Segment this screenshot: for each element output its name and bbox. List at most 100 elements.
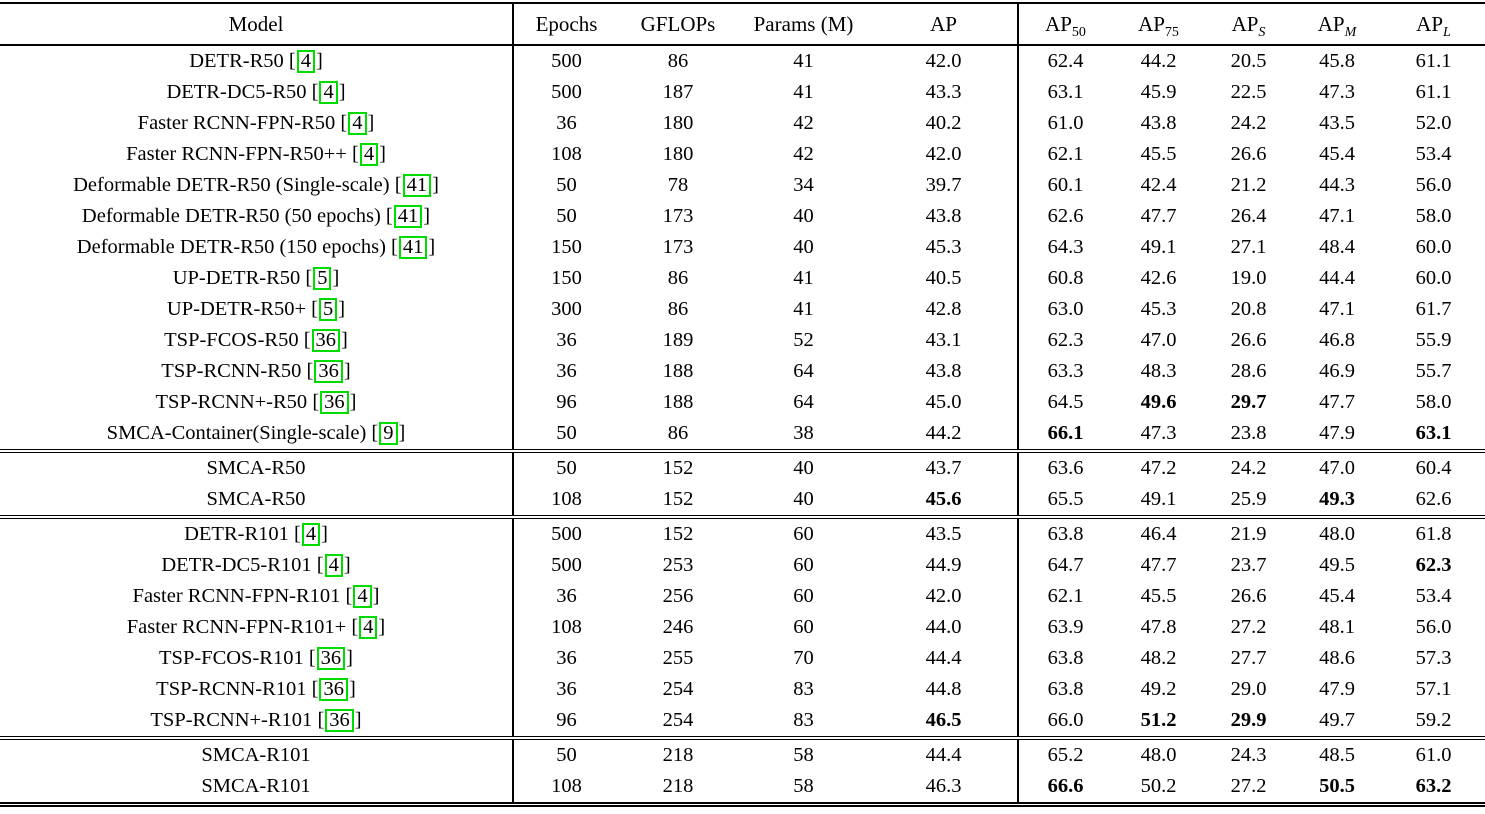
cell-apl: 60.4 (1415, 457, 1452, 479)
citation-link[interactable]: 5 (313, 267, 332, 290)
model-name: TSP-RCNN-R50 (161, 360, 302, 382)
citation-link[interactable]: 36 (320, 391, 349, 414)
cell-gflops: 86 (667, 422, 689, 444)
citation-link[interactable]: 36 (325, 709, 354, 732)
cell-epochs: 36 (556, 112, 577, 134)
citation-link[interactable]: 4 (296, 50, 315, 73)
model-name: Faster RCNN-FPN-R50 (137, 112, 336, 134)
cell-apl: 61.1 (1415, 50, 1452, 72)
cell-ap75: 45.5 (1140, 585, 1177, 607)
cell-gflops: 246 (662, 616, 694, 638)
citation-link[interactable]: 36 (316, 647, 346, 670)
cell-params: 38 (793, 422, 814, 444)
cell-aps: 24.2 (1230, 457, 1267, 479)
cell-apm: 48.4 (1319, 236, 1355, 258)
table-row: Faster RCNN-FPN-R101 [4] 36 256 60 42.0 62.1 4… (0, 581, 1485, 612)
citation-link[interactable]: 41 (402, 174, 432, 197)
cell-apl: 56.0 (1415, 616, 1452, 638)
table-row: Faster RCNN-FPN-R50 [4] 36 180 42 40.2 61.0 43… (0, 108, 1485, 139)
cell-ap75: 47.7 (1140, 554, 1177, 576)
cell-ap75: 47.7 (1140, 205, 1177, 227)
citation-link[interactable]: 4 (353, 585, 372, 608)
cell-apl: 55.7 (1415, 360, 1452, 382)
col-header-label: Params (M) (753, 11, 854, 36)
citation-link[interactable]: 36 (319, 678, 348, 701)
citation-link[interactable]: 4 (324, 554, 343, 577)
cell-apl: 61.0 (1415, 744, 1452, 766)
cell-params: 40 (793, 488, 814, 510)
cell-aps: 29.7 (1230, 391, 1267, 413)
cell-params: 70 (793, 647, 814, 669)
cell-ap75: 49.6 (1140, 391, 1177, 413)
col-header-subscript: 75 (1164, 24, 1179, 40)
table-row: TSP-RCNN-R101 [36] 36 254 83 44.8 63.8 49.2 29.… (0, 674, 1485, 705)
cell-model: TSP-RCNN+-R50 [36] (0, 387, 514, 418)
cell-ap75: 48.3 (1140, 360, 1177, 382)
cell-model: Faster RCNN-FPN-R101 [4] (0, 581, 514, 612)
cell-apl: 58.0 (1415, 391, 1452, 413)
cell-apl: 59.2 (1415, 709, 1452, 731)
cell-model: TSP-FCOS-R50 [36] (0, 325, 514, 356)
citation-link[interactable]: 41 (393, 205, 423, 228)
cell-gflops: 78 (667, 174, 689, 196)
cell-apl: 56.0 (1415, 174, 1452, 196)
citation-link[interactable]: 4 (301, 523, 321, 546)
cell-ap75: 50.2 (1140, 775, 1177, 797)
table-row: SMCA-R101 50 218 58 44.4 65.2 48.0 24.3 48.5 61.0 (0, 738, 1485, 771)
cell-ap: 46.3 (870, 771, 1019, 805)
cell-apm: 44.4 (1319, 267, 1355, 289)
cell-apm: 46.8 (1319, 329, 1355, 351)
cell-ap: 43.7 (870, 451, 1019, 484)
cell-apl: 52.0 (1415, 112, 1452, 134)
cell-ap75: 51.2 (1140, 709, 1177, 731)
cell-epochs: 36 (556, 678, 577, 700)
cell-model: SMCA-Container(Single-scale) [9] (0, 418, 514, 451)
citation-link[interactable]: 4 (348, 112, 367, 135)
table-row: Faster RCNN-FPN-R101+ [4] 108 246 60 44.0 63.… (0, 612, 1485, 643)
table-row: TSP-RCNN+-R50 [36] 96 188 64 45.0 64.5 49.6 29.… (0, 387, 1485, 418)
model-name: Faster RCNN-FPN-R101+ (126, 616, 347, 638)
cell-apl: 61.1 (1415, 81, 1452, 103)
section-r101-baselines: DETR-R101 [4] 500 152 60 43.5 63.8 46.4 21.9 48.… (0, 517, 1485, 738)
cell-ap50: 63.9 (1047, 616, 1084, 638)
cell-params: 58 (793, 744, 814, 766)
citation-link[interactable]: 4 (359, 616, 378, 639)
cell-ap50: 66.1 (1047, 422, 1084, 444)
cell-epochs: 50 (556, 744, 577, 766)
cell-ap: 39.7 (870, 170, 1019, 201)
cell-model: DETR-R50 [4] (0, 45, 514, 77)
col-header-ap: AP (870, 3, 1019, 46)
cell-apm: 49.5 (1319, 554, 1355, 576)
citation-link[interactable]: 41 (398, 236, 428, 259)
cell-params: 64 (793, 360, 814, 382)
table-row: SMCA-Container(Single-scale) [9] 50 86 38 44… (0, 418, 1485, 451)
cell-epochs: 96 (556, 709, 577, 731)
citation-link[interactable]: 4 (319, 81, 338, 104)
cell-aps: 26.4 (1230, 205, 1267, 227)
cell-apl: 57.3 (1415, 647, 1452, 669)
cell-epochs: 108 (551, 616, 582, 638)
citation-link[interactable]: 36 (311, 329, 341, 352)
cell-gflops: 187 (662, 81, 694, 103)
col-header-label: AP (1317, 11, 1345, 36)
col-header-subscript: 50 (1071, 24, 1086, 40)
cell-params: 64 (793, 391, 814, 413)
cell-epochs: 36 (556, 329, 577, 351)
citation-link[interactable]: 5 (319, 298, 338, 321)
cell-apm: 45.8 (1319, 50, 1355, 72)
cell-ap50: 63.6 (1047, 457, 1084, 479)
cell-params: 60 (793, 554, 814, 576)
citation-link[interactable]: 4 (359, 143, 379, 166)
cell-ap50: 64.5 (1047, 391, 1084, 413)
cell-gflops: 254 (662, 709, 694, 731)
cell-gflops: 188 (662, 360, 694, 382)
citation-link[interactable]: 36 (314, 360, 343, 383)
model-name: DETR-R101 (184, 523, 289, 545)
cell-aps: 21.9 (1230, 523, 1267, 545)
cell-model: Faster RCNN-FPN-R101+ [4] (0, 612, 514, 643)
citation-link[interactable]: 9 (379, 422, 398, 445)
cell-model: SMCA-R101 (0, 771, 514, 805)
cell-ap75: 42.6 (1140, 267, 1177, 289)
cell-aps: 19.0 (1230, 267, 1267, 289)
model-name: Faster RCNN-FPN-R50++ (126, 143, 347, 165)
